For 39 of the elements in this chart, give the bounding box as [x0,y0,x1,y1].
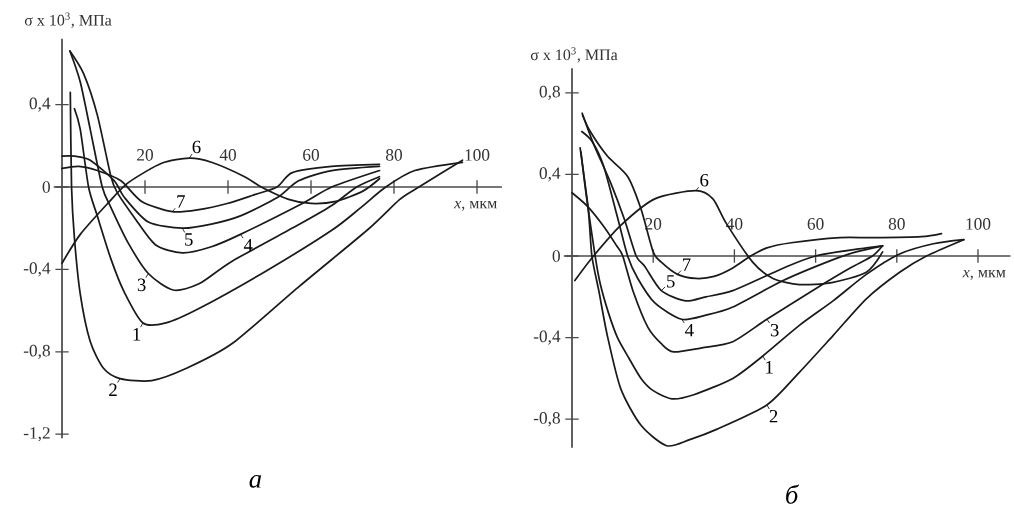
text: б [786,484,800,504]
x-tick-label: 100 [966,218,991,230]
series-label: 1 [766,361,773,374]
x-tick-label: 20 [137,149,154,161]
series-label: 3 [137,278,146,292]
series-label: 5 [667,275,675,288]
series-label: 2 [769,409,778,423]
series-label: 3 [770,323,779,337]
series-label: 1 [133,328,141,341]
y-tick-label: -0,8 [533,412,560,427]
series-label: 7 [177,195,185,208]
series-label: 6 [700,173,709,187]
x-axis-title: x, мкм [962,270,1006,280]
y-tick-label: 0,4 [539,167,561,182]
x-tick-label: 60 [303,149,320,161]
y-tick-label: 0,8 [539,85,560,100]
y-tick-label: 0,4 [29,97,51,112]
y-tick-label: 0 [42,181,50,193]
x-tick-label: 80 [888,218,905,230]
series-label: 4 [685,323,694,337]
x-tick-label: 100 [465,149,490,161]
series-label: 5 [185,233,193,246]
series-label: 2 [109,383,117,396]
y-tick-label: -0,4 [23,262,51,277]
series-label: 4 [243,239,253,252]
y-axis-title: σ x 10$^{3}$, МПа [24,12,112,28]
x-tick-label: 80 [386,149,403,161]
x-tick-label: 40 [219,149,237,161]
y-axis-title: σ x 10$^{3}$, МПа [530,47,618,63]
series-label: 7 [683,258,691,271]
x-axis-title: x, мкм [453,201,497,211]
y-tick-label: 0 [552,250,560,262]
y-tick-label: -0,8 [23,344,50,359]
x-tick-label: 60 [807,218,824,230]
text: а [249,475,262,488]
x-tick-label: 40 [726,218,743,230]
y-tick-label: -1,2 [23,427,50,442]
y-tick-label: -0,4 [533,330,561,345]
series-label: 6 [192,140,201,154]
